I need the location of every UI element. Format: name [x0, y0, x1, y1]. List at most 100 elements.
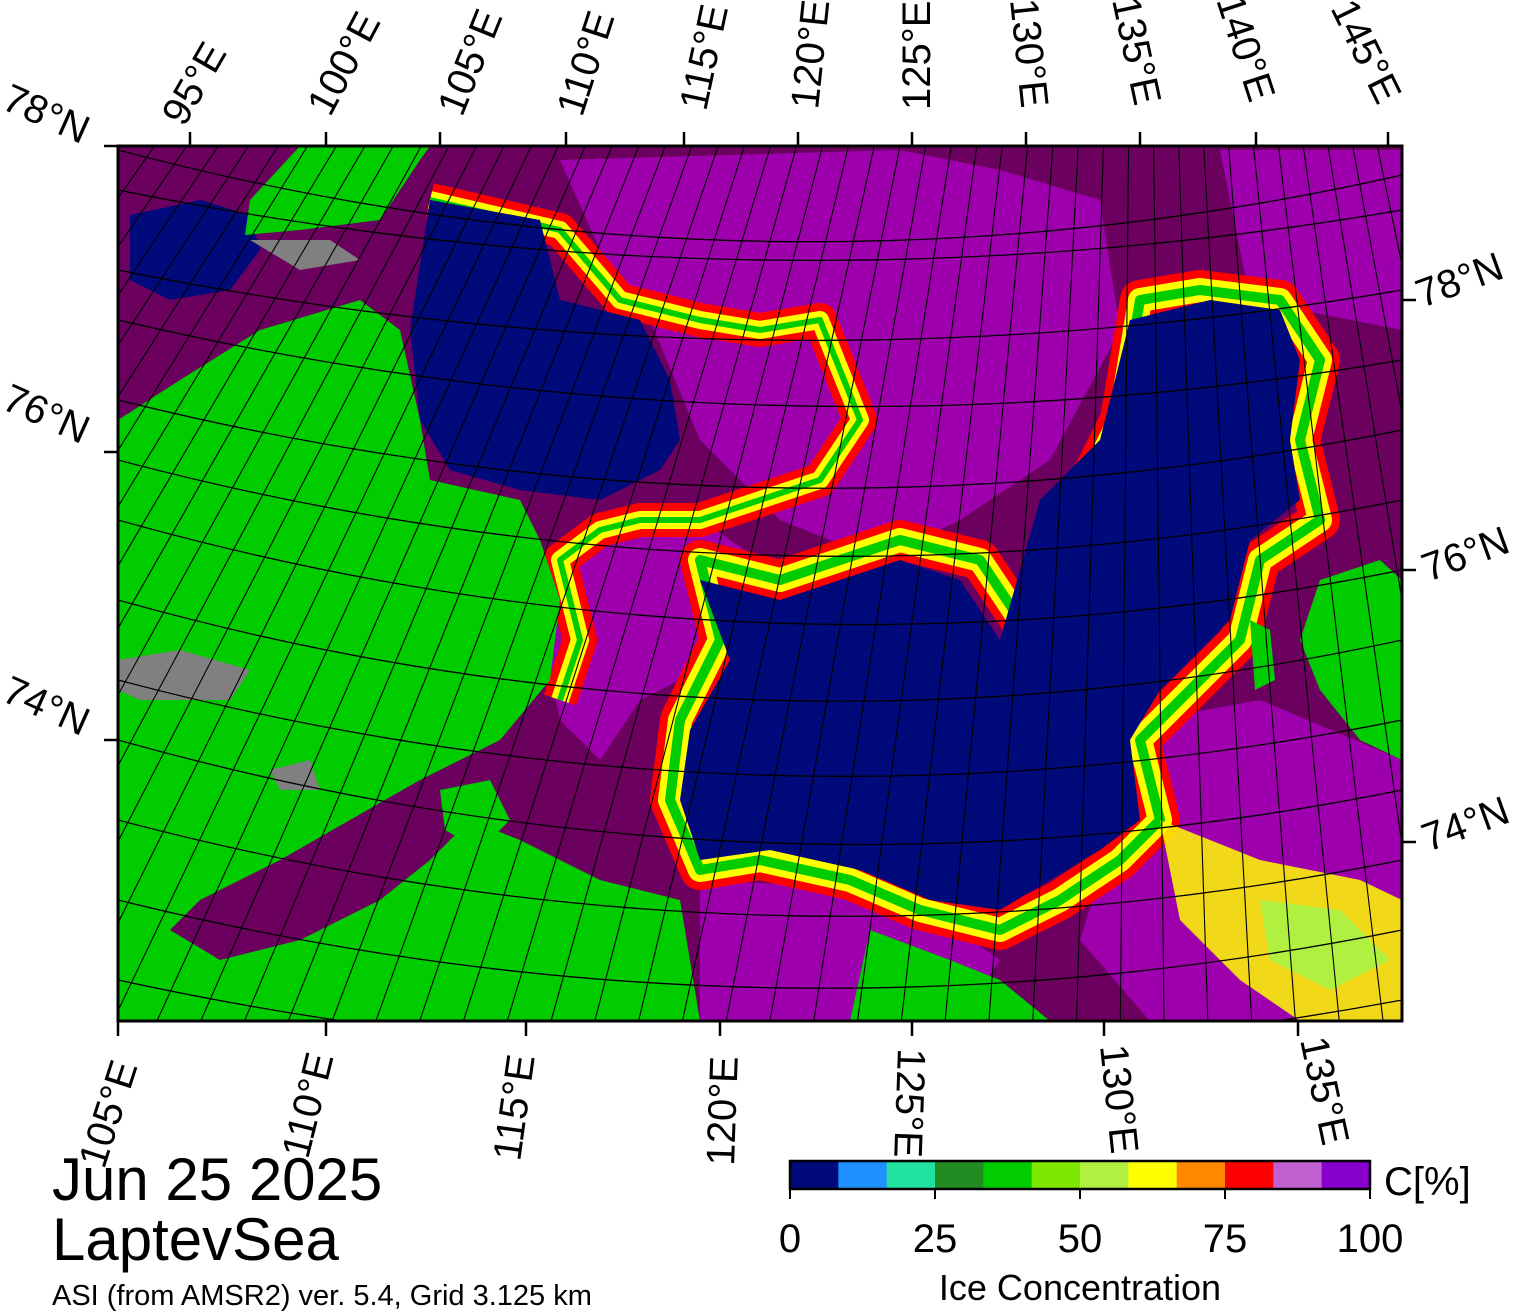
colorbar-tick-label: 0	[779, 1217, 801, 1261]
left-lat-label: 76°N	[0, 376, 96, 453]
colorbar-title: Ice Concentration	[938, 1267, 1222, 1308]
meridian-line	[594, 146, 824, 1021]
meridian-line	[856, 146, 978, 1021]
meridian-line	[462, 146, 745, 1021]
map-region-title: LaptevSea	[52, 1206, 339, 1273]
meridian-line	[1203, 146, 1253, 1021]
meridian-line	[118, 146, 478, 843]
meridian-line	[200, 146, 586, 1021]
meridian-line	[243, 146, 613, 1021]
left-lat-label: 78°N	[0, 76, 96, 153]
meridian-line	[638, 146, 849, 1021]
bottom-lon-label: 125°E	[885, 1048, 933, 1159]
colorbar-tick-label: 50	[1058, 1217, 1103, 1261]
top-lon-label: 140°E	[1207, 0, 1283, 107]
meridian-line	[769, 146, 927, 1021]
top-lon-label: 110°E	[549, 6, 624, 121]
meridian-line	[1178, 146, 1209, 1021]
colorbar-ticks: 0 25 50 75 100	[779, 1189, 1404, 1261]
colorbar-segment	[1321, 1161, 1371, 1189]
top-lon-label: 100°E	[299, 5, 389, 122]
meridian-line	[118, 146, 394, 630]
meridian-line	[1352, 146, 1402, 416]
colorbar-unit: C[%]	[1384, 1160, 1471, 1204]
meridian-line	[375, 146, 693, 1021]
meridian-line	[419, 146, 719, 1021]
top-lon-label: 120°E	[783, 0, 838, 111]
meridian-line	[118, 146, 505, 925]
top-lon-label: 145°E	[1322, 0, 1410, 110]
colorbar-tick-label: 25	[913, 1217, 958, 1261]
meridian-line	[118, 146, 366, 568]
meridian-line	[1153, 146, 1165, 1021]
meridian-line	[1119, 146, 1130, 1021]
meridian-line	[550, 146, 798, 1021]
top-lon-label: 130°E	[1001, 0, 1056, 110]
colorbar-segment	[1128, 1161, 1178, 1189]
top-lon-labels: 95°E 100°E 105°E 110°E 115°E 120°E 125°E…	[154, 0, 1410, 133]
bottom-lon-label: 115°E	[485, 1052, 543, 1164]
meridian-line	[118, 146, 309, 452]
colorbar-tick-label: 75	[1203, 1217, 1248, 1261]
colorbar-segment	[983, 1161, 1033, 1189]
top-lon-label: 115°E	[672, 1, 737, 114]
meridian-line	[331, 146, 666, 1021]
colorbar-segment	[1176, 1161, 1226, 1189]
top-lon-label: 95°E	[154, 35, 236, 132]
meridian-line	[118, 146, 337, 508]
meridian-line	[1228, 146, 1297, 1021]
map-date: Jun 25 2025	[52, 1146, 383, 1213]
meridian-line	[944, 146, 1029, 1021]
meridian-line	[156, 146, 559, 1021]
meridian-line	[725, 146, 901, 1021]
meridian-line	[118, 146, 279, 398]
colorbar-tick-label: 100	[1337, 1217, 1404, 1261]
right-lat-label: 76°N	[1416, 519, 1515, 591]
colorbar	[790, 1161, 1371, 1189]
colorbar-segment	[1225, 1161, 1274, 1189]
meridian-line	[506, 146, 772, 1021]
product-subtitle: ASI (from AMSR2) ver. 5.4, Grid 3.125 km	[52, 1280, 592, 1312]
meridian-line	[1253, 146, 1340, 1021]
top-lon-label: 105°E	[430, 3, 512, 121]
meridian-line	[681, 146, 875, 1021]
meridian-line	[118, 146, 119, 147]
bottom-lon-labels: 105°E 110°E 115°E 120°E 125°E 130°E 135°…	[71, 1033, 1357, 1173]
colorbar-segment	[1031, 1161, 1081, 1189]
meridian-line	[1075, 146, 1104, 1021]
meridian-line	[813, 146, 952, 1021]
right-lat-label: 78°N	[1410, 245, 1509, 317]
left-lat-label: 74°N	[0, 668, 96, 745]
colorbar-segment	[1080, 1161, 1129, 1189]
meridian-line	[118, 146, 249, 347]
map-content	[118, 146, 1402, 1021]
map-frame	[116, 144, 1404, 1023]
colorbar-segment	[838, 1161, 888, 1189]
meridian-line	[118, 146, 219, 297]
meridian-line	[287, 146, 640, 1021]
colorbar-segment	[790, 1161, 839, 1189]
meridian-line	[118, 146, 532, 1012]
meridian-line	[118, 146, 450, 767]
colorbar-segment	[935, 1161, 984, 1189]
meridian-line	[118, 146, 422, 697]
meridian-line	[1327, 146, 1402, 604]
graticule	[118, 149, 1402, 1021]
right-lat-label: 74°N	[1416, 789, 1515, 861]
meridian-line	[900, 146, 1003, 1021]
bottom-lon-label: 130°E	[1091, 1042, 1146, 1155]
axis-ticks	[104, 132, 1416, 1036]
top-lon-label: 125°E	[895, 1, 939, 110]
colorbar-segment	[1273, 1161, 1323, 1189]
meridian-line	[1032, 146, 1079, 1021]
bottom-lon-label: 120°E	[699, 1055, 747, 1166]
meridian-line	[988, 146, 1054, 1021]
meridian-line	[1277, 146, 1384, 1021]
left-lat-labels: 78°N 76°N 74°N	[0, 76, 96, 745]
right-lat-labels: 78°N 76°N 74°N	[1410, 245, 1515, 861]
land-masses	[118, 146, 1402, 1021]
bottom-lon-label: 135°E	[1291, 1033, 1357, 1149]
land-ice	[118, 240, 360, 790]
meridian-line	[1302, 146, 1402, 850]
